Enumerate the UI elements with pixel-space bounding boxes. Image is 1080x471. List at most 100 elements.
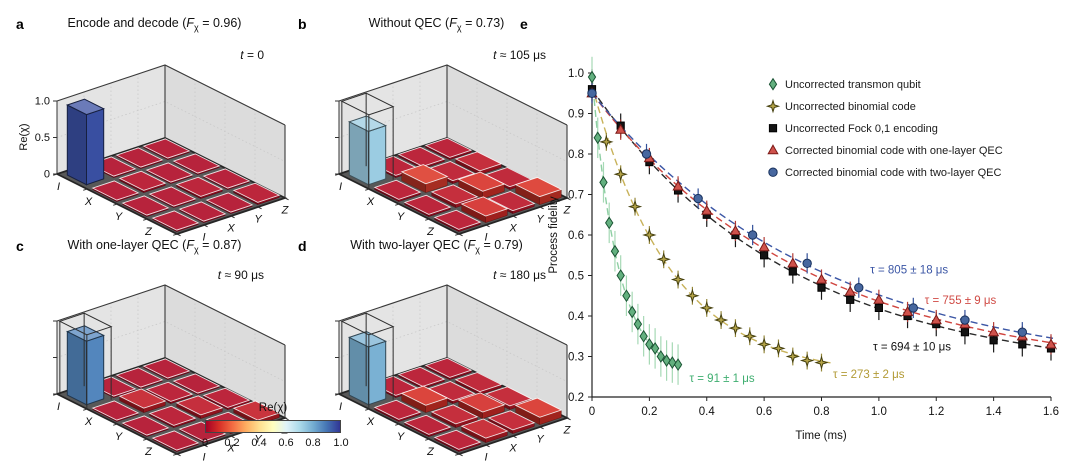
matrix-tile-top: [148, 405, 197, 426]
matrix-tile-top: [118, 388, 167, 409]
data-point: [641, 149, 652, 159]
matrix-tile-top: [424, 137, 473, 158]
fidelity-subscript: χ: [456, 22, 462, 33]
data-point: [1045, 338, 1057, 349]
y-tick: [485, 444, 490, 448]
colorbar-tick: 0.4: [251, 437, 267, 449]
time-symbol: t: [240, 48, 244, 62]
matrix-tile-top: [514, 176, 563, 198]
x-axis-label: X: [366, 416, 375, 428]
matrix-tile-top: [457, 392, 506, 413]
colorbar-tick: 1.0: [333, 437, 349, 449]
x-axis-label: I: [57, 401, 60, 413]
y-tick: [485, 224, 490, 228]
x-tick: [335, 173, 340, 176]
data-point: [662, 354, 671, 367]
x-tick: [113, 423, 118, 426]
data-point: [846, 295, 855, 304]
matrix-tile-top: [487, 410, 536, 431]
panel-c-time: t ≈ 90 μs: [14, 268, 264, 282]
data-point: [1017, 327, 1028, 337]
legend-label: Corrected binomial code with two-layer Q…: [785, 167, 1001, 179]
data-point: [1018, 340, 1027, 349]
data-point: [627, 199, 643, 214]
y-tick: [539, 206, 544, 210]
z-axis-title: Re(χ): [18, 123, 30, 150]
panel-c-title-suffix: = 0.87): [198, 238, 242, 252]
matrix-tile-top: [118, 170, 167, 191]
x-axis-label: Z: [426, 446, 435, 458]
data-point: [645, 337, 654, 351]
data-point: [930, 314, 942, 325]
legend-marker: [768, 77, 778, 91]
matrix-tile-top: [397, 366, 446, 387]
fidelity-symbol: F: [186, 238, 194, 252]
fidelity-subscript: χ: [475, 244, 480, 255]
y-tick: [566, 197, 571, 201]
matrix-bar-side: [86, 334, 105, 406]
data-point: [756, 337, 772, 352]
x-axis-label: Y: [397, 211, 405, 223]
data-point: [668, 356, 677, 369]
panel-letter-d: d: [298, 238, 307, 254]
data-point: [599, 175, 608, 189]
colorbar-tick: 0: [201, 437, 209, 449]
y-axis-label: Z: [563, 424, 572, 436]
x-tick: [53, 173, 58, 176]
x-axis-label: I: [339, 401, 342, 413]
data-point: [605, 216, 614, 230]
y-tick: [203, 224, 208, 228]
matrix-tile-top: [151, 430, 200, 451]
data-point: [901, 305, 914, 317]
colorbar-gradient: [205, 420, 341, 433]
fidelity-subscript: χ: [193, 244, 199, 255]
panel-c-title: With one-layer QEC (Fχ = 0.87): [12, 238, 297, 255]
data-point: [854, 282, 864, 293]
y-tick: [539, 426, 544, 430]
panel-a-title: Encode and decode (Fχ = 0.96): [12, 16, 297, 33]
data-point: [613, 167, 628, 182]
data-point: [701, 204, 713, 215]
legend-marker: [768, 167, 778, 177]
y-tick-label: 0.2: [568, 392, 584, 404]
x-tick: [143, 438, 148, 441]
data-point: [815, 273, 828, 284]
y-tick: [458, 453, 463, 457]
panel-a-time: t = 0: [14, 48, 264, 62]
data-point: [622, 289, 631, 303]
matrix-tile-top: [400, 385, 449, 406]
y-tick-label: 0.7: [568, 189, 584, 201]
panel-a-title-suffix: = 0.96): [198, 16, 242, 30]
data-point: [693, 193, 703, 204]
fidelity-subscript: χ: [194, 22, 199, 33]
matrix-tile-top: [148, 186, 197, 207]
x-axis-label: X: [84, 416, 93, 428]
y-tick: [257, 206, 262, 210]
time-symbol: t: [493, 48, 497, 62]
matrix-tile-top: [232, 400, 281, 421]
y-axis-label: Y: [254, 213, 262, 225]
matrix-bar-side: [66, 330, 87, 406]
data-point: [989, 336, 998, 345]
x-tick-label: 0: [589, 406, 595, 418]
y-tick-label: 0.5: [568, 270, 584, 282]
matrix-tile-top: [121, 195, 170, 216]
panel-d-title-prefix: With two-layer QEC (: [350, 238, 468, 252]
panel-letter-b: b: [298, 16, 307, 32]
matrix-tile-top: [145, 381, 194, 402]
x-tick: [143, 218, 148, 221]
y-tick: [203, 444, 208, 448]
data-point: [616, 269, 625, 282]
panel-d-time: t ≈ 180 μs: [296, 268, 546, 282]
x-tick: [53, 393, 58, 396]
x-tick-label: 1.6: [1043, 406, 1059, 418]
matrix-tile-top: [433, 209, 482, 230]
matrix-tile-top: [232, 182, 281, 203]
matrix-tile-top: [202, 387, 251, 408]
matrix-tile-top: [403, 414, 452, 435]
panel-d-title: With two-layer QEC (Fχ = 0.79): [294, 238, 579, 255]
data-point: [760, 251, 769, 260]
matrix-tile-top: [175, 176, 224, 197]
matrix-tile-top: [151, 210, 200, 231]
